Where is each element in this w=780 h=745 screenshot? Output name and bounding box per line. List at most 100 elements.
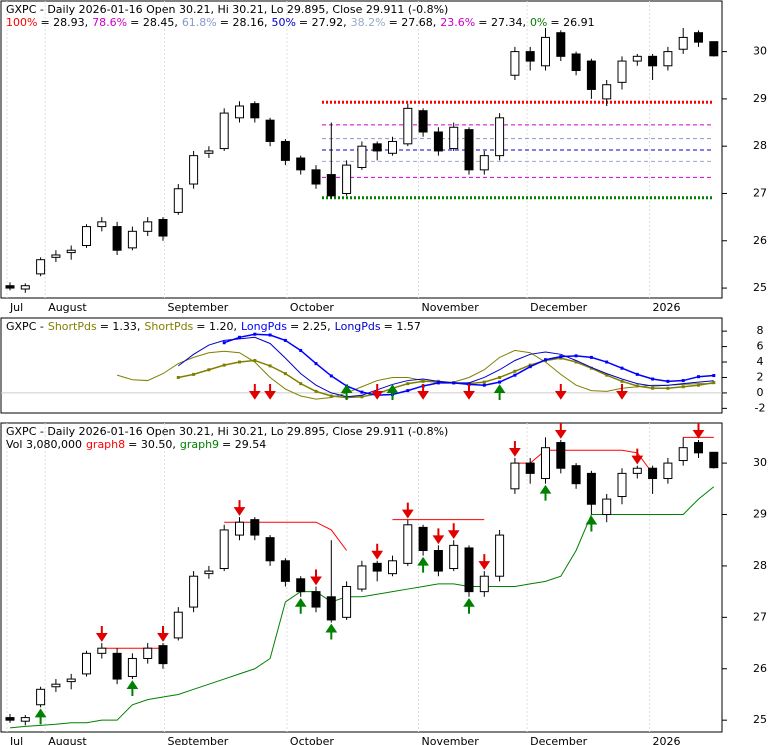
sell-arrow <box>616 384 628 400</box>
candle-body <box>265 537 275 562</box>
buy-arrow <box>539 484 552 501</box>
candle-body <box>219 112 229 150</box>
x-tick-label: October <box>290 735 334 745</box>
legend: GXPC - ShortPds = 1.33, ShortPds = 1.20, Long… <box>6 320 421 333</box>
legend: Vol 3,080,000 graph8 = 30.50, graph9 = 29.54 <box>6 438 266 451</box>
candle-body <box>571 53 581 72</box>
candle-body <box>479 155 489 171</box>
series-marker <box>513 369 517 373</box>
sell-arrow <box>554 384 567 400</box>
series-marker <box>299 348 303 352</box>
candle-body <box>678 36 688 50</box>
sell-arrow <box>509 440 521 457</box>
candle-body <box>510 51 520 76</box>
sell-arrow <box>157 626 169 642</box>
candle-body <box>20 285 30 290</box>
series-line <box>177 336 714 398</box>
sell-arrow <box>554 422 567 439</box>
candle-body <box>97 221 107 228</box>
candle-body <box>464 547 474 593</box>
candle-body <box>433 550 443 572</box>
legend-name: LongPds <box>241 320 287 333</box>
candle-body <box>97 647 107 654</box>
level-name: 100% <box>6 16 37 29</box>
series-marker <box>207 368 211 372</box>
x-tick-label: October <box>290 301 334 314</box>
y-tick-label: 0 <box>757 386 764 399</box>
series-marker <box>283 372 287 376</box>
buy-arrow <box>126 680 139 697</box>
series-marker <box>574 354 578 358</box>
candle-body <box>265 119 275 142</box>
candle-body <box>586 60 596 90</box>
candle-body <box>709 451 719 469</box>
sell-arrow <box>310 569 322 586</box>
candle-body <box>678 447 688 462</box>
series-marker <box>635 384 639 388</box>
candle-body <box>112 652 122 680</box>
candle-body <box>127 230 137 249</box>
y-tick-label: 4 <box>757 355 764 368</box>
series-marker <box>574 360 578 364</box>
series-marker <box>314 362 318 366</box>
series-marker <box>681 385 685 389</box>
x-tick-label: Jul <box>9 301 23 314</box>
legend-name: graph9 <box>180 438 219 451</box>
series-marker <box>406 389 410 393</box>
candle-body <box>20 717 30 722</box>
candle-body <box>648 467 658 480</box>
candle-body <box>602 84 612 100</box>
candle-body <box>449 126 459 150</box>
series-marker <box>482 380 486 384</box>
candle-body <box>158 218 168 237</box>
level-value: = 28.45, <box>130 16 178 29</box>
y-tick-label: 26 <box>753 234 767 247</box>
series-marker <box>528 363 532 367</box>
series-line <box>101 436 714 649</box>
candle-body <box>311 169 321 185</box>
candle-body <box>632 467 642 474</box>
sell-arrow <box>371 543 384 560</box>
candle-body <box>586 472 596 505</box>
candle-body <box>235 105 244 119</box>
x-tick-label: August <box>48 301 87 314</box>
legend-value: = 1.20, <box>196 320 237 333</box>
x-tick-label: 2026 <box>653 735 681 745</box>
series-marker <box>283 338 287 342</box>
sell-arrow <box>463 384 475 400</box>
candle-body <box>280 560 290 582</box>
legend-name: graph8 <box>86 438 125 451</box>
series-marker <box>712 381 716 385</box>
legend-name: ShortPds <box>144 320 193 333</box>
x-tick-label: September <box>168 735 229 745</box>
candle-body <box>388 560 397 575</box>
series-marker <box>498 380 502 384</box>
buy-arrow <box>325 623 338 640</box>
candle-body <box>648 55 658 67</box>
candle-body <box>158 645 168 665</box>
sell-arrow <box>248 384 261 400</box>
candle-body <box>510 462 520 490</box>
candle-body <box>663 462 673 480</box>
x-tick-label: November <box>422 301 480 314</box>
candle-body <box>617 472 627 498</box>
buy-arrow <box>493 384 506 400</box>
candle-body <box>342 585 352 618</box>
sell-arrow <box>264 384 276 400</box>
x-tick-label: December <box>530 301 588 314</box>
level-value: = 27.92, <box>299 16 347 29</box>
legend-value: = 1.57 <box>384 320 421 333</box>
y-tick-label: 30 <box>753 45 767 58</box>
series-marker <box>666 386 670 390</box>
panel-title: GXPC - Daily 2026-01-16 Open 30.21, Hi 3… <box>6 3 448 16</box>
series-marker <box>314 389 318 393</box>
sell-arrow <box>432 528 445 545</box>
panel-frame <box>0 0 723 299</box>
series-marker <box>299 382 303 386</box>
y-tick-label: 25 <box>753 281 767 294</box>
level-value: = 28.16, <box>220 16 268 29</box>
level-name: 78.6% <box>92 16 127 29</box>
sell-arrow <box>371 384 384 400</box>
level-name: 23.6% <box>440 16 475 29</box>
